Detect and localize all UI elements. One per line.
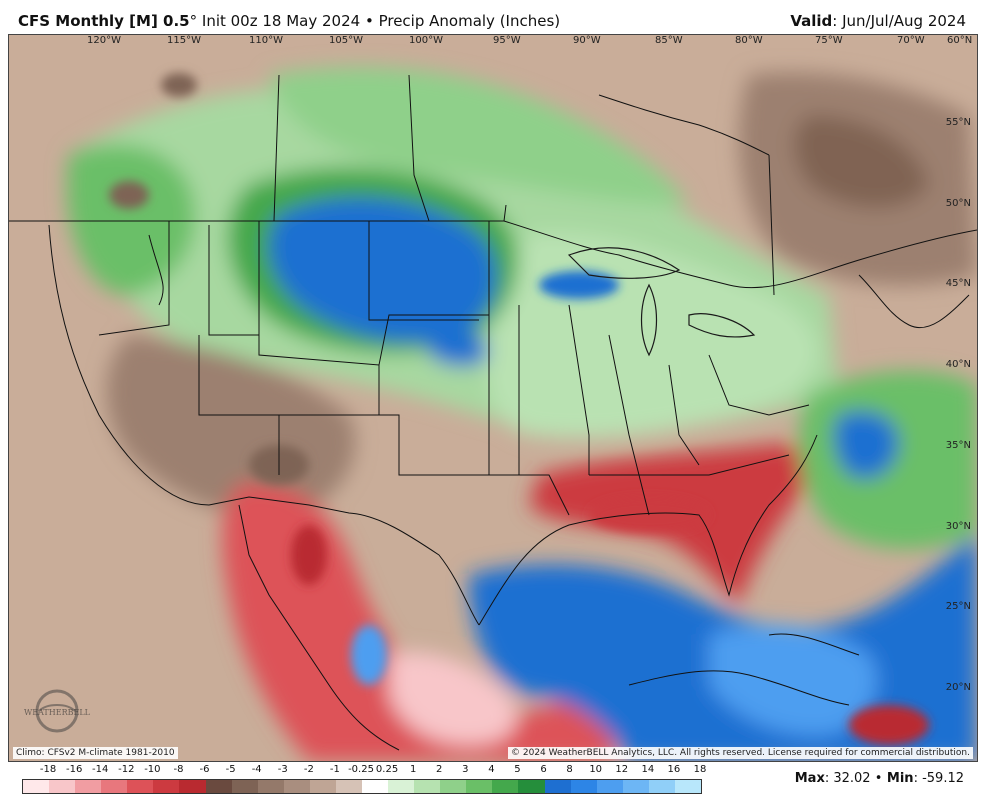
lat-label: 50°N bbox=[945, 198, 971, 209]
lon-label: 75°W bbox=[815, 35, 843, 46]
legend-swatch bbox=[309, 780, 336, 793]
legend-tick-label: -1 bbox=[329, 764, 340, 775]
valid-label: Valid bbox=[790, 12, 833, 30]
lon-label: 70°W bbox=[897, 35, 925, 46]
legend-tick-label: 2 bbox=[436, 764, 443, 775]
legend-swatch bbox=[153, 780, 180, 793]
legend-tick-label: 8 bbox=[566, 764, 573, 775]
legend-tick-label: 0.25 bbox=[375, 764, 399, 775]
legend-tick-label: 1 bbox=[409, 764, 417, 775]
legend-swatch bbox=[492, 780, 519, 793]
legend-tick-label: 6 bbox=[540, 764, 547, 775]
valid-value: : Jun/Jul/Aug 2024 bbox=[832, 12, 966, 30]
legend-swatch bbox=[179, 780, 206, 793]
degree-symbol: ° bbox=[189, 12, 198, 30]
legend-tick-label: -16 bbox=[65, 764, 83, 775]
legend-swatch bbox=[440, 780, 467, 793]
legend-swatch bbox=[518, 780, 545, 793]
map-title: CFS Monthly [M] 0.5° Init 00z 18 May 202… bbox=[18, 12, 560, 30]
legend-swatch bbox=[674, 780, 702, 793]
weatherbell-logo-icon: WEATHERBELL bbox=[24, 689, 91, 733]
legend-tick-label: -0.25 bbox=[348, 764, 374, 775]
legend-tick-label: 10 bbox=[589, 764, 603, 775]
init-time: Init 00z 18 May 2024 bbox=[197, 12, 365, 30]
climo-note: Climo: CFSv2 M-climate 1981-2010 bbox=[13, 747, 178, 759]
legend-swatch bbox=[49, 780, 76, 793]
legend-tick-label: -3 bbox=[277, 764, 288, 775]
legend-swatch bbox=[335, 780, 363, 793]
lat-label-top: 60°N bbox=[947, 35, 973, 46]
max-label: Max bbox=[794, 771, 825, 786]
great-lakes-outline bbox=[567, 247, 756, 357]
lon-label: 80°W bbox=[735, 35, 763, 46]
political-boundaries bbox=[9, 74, 977, 751]
legend-swatch bbox=[257, 780, 284, 793]
legend-swatch bbox=[205, 780, 232, 793]
max-min-stats: Max: 32.02 • Min: -59.12 bbox=[795, 771, 964, 786]
precip-anomaly-map: 120°W 115°W 110°W 105°W 100°W 95°W 90°W … bbox=[8, 34, 978, 762]
legend-tick-label: -6 bbox=[199, 764, 210, 775]
lat-label: 30°N bbox=[945, 521, 971, 532]
min-label: Min bbox=[882, 771, 914, 786]
stats-bullet: • bbox=[874, 771, 883, 786]
title-bar: CFS Monthly [M] 0.5° Init 00z 18 May 202… bbox=[0, 0, 984, 34]
legend-swatch bbox=[283, 780, 310, 793]
legend-swatch bbox=[414, 780, 441, 793]
copyright-notice: © 2024 WeatherBELL Analytics, LLC. All r… bbox=[508, 747, 973, 759]
legend-color-bar bbox=[22, 779, 702, 794]
legend-swatch bbox=[362, 780, 389, 793]
legend-tick-label: 18 bbox=[693, 764, 707, 775]
lon-label: 95°W bbox=[493, 35, 521, 46]
legend-swatch bbox=[466, 780, 493, 793]
valid-period: Valid: Jun/Jul/Aug 2024 bbox=[790, 12, 966, 30]
legend-swatch bbox=[101, 780, 128, 793]
lat-label: 25°N bbox=[945, 601, 971, 612]
lon-label: 85°W bbox=[655, 35, 683, 46]
title-bullet: • bbox=[364, 12, 374, 30]
legend-tick-label: -5 bbox=[225, 764, 236, 775]
legend-labels: -18 -16 -14 -12 -10 -8 -6 -5 -4 -3 -2 -1 -0.25 0.25 1 2… bbox=[22, 764, 706, 778]
legend-tick-label: -14 bbox=[92, 764, 109, 775]
legend-tick-label: -12 bbox=[118, 764, 135, 775]
lat-label: 45°N bbox=[945, 278, 971, 289]
color-legend: -18 -16 -14 -12 -10 -8 -6 -5 -4 -3 -2 -1 -0.25 0.25 1 2… bbox=[22, 764, 706, 804]
lon-label: 105°W bbox=[329, 35, 363, 46]
legend-swatch bbox=[388, 780, 415, 793]
min-value: : -59.12 bbox=[913, 771, 964, 786]
lat-label: 35°N bbox=[945, 440, 971, 451]
legend-tick-label: 14 bbox=[641, 764, 655, 775]
legend-swatch bbox=[75, 780, 102, 793]
lon-label: 100°W bbox=[409, 35, 443, 46]
max-value: : 32.02 bbox=[824, 771, 875, 786]
product-name: Precip Anomaly (Inches) bbox=[373, 12, 561, 30]
lon-label: 120°W bbox=[87, 35, 121, 46]
lon-label: 90°W bbox=[573, 35, 601, 46]
lat-label: 55°N bbox=[945, 117, 971, 128]
legend-tick-label: -10 bbox=[144, 764, 161, 775]
watermark-text: WEATHERBELL bbox=[24, 708, 91, 717]
legend-tick-label: -4 bbox=[251, 764, 262, 775]
legend-tick-label: -2 bbox=[303, 764, 314, 775]
legend-tick-label: -8 bbox=[173, 764, 184, 775]
map-canvas bbox=[9, 35, 977, 761]
lat-label: 20°N bbox=[945, 682, 971, 693]
legend-tick-label: 12 bbox=[615, 764, 629, 775]
legend-swatch bbox=[570, 780, 597, 793]
legend-tick-label: 4 bbox=[488, 764, 495, 775]
legend-swatch bbox=[648, 780, 675, 793]
lon-label: 110°W bbox=[249, 35, 283, 46]
legend-tick-label: 3 bbox=[462, 764, 469, 775]
legend-swatch bbox=[231, 780, 258, 793]
legend-swatch bbox=[544, 780, 571, 793]
lat-label: 40°N bbox=[945, 359, 971, 370]
legend-swatch bbox=[622, 780, 649, 793]
legend-swatch bbox=[596, 780, 623, 793]
legend-tick-label: 5 bbox=[514, 764, 521, 775]
lon-label: 115°W bbox=[167, 35, 201, 46]
legend-tick-label: 16 bbox=[667, 764, 681, 775]
model-name: CFS Monthly [M] 0.5 bbox=[18, 12, 190, 30]
legend-swatch bbox=[127, 780, 154, 793]
legend-swatch bbox=[23, 780, 50, 793]
legend-tick-label: -18 bbox=[39, 764, 57, 775]
